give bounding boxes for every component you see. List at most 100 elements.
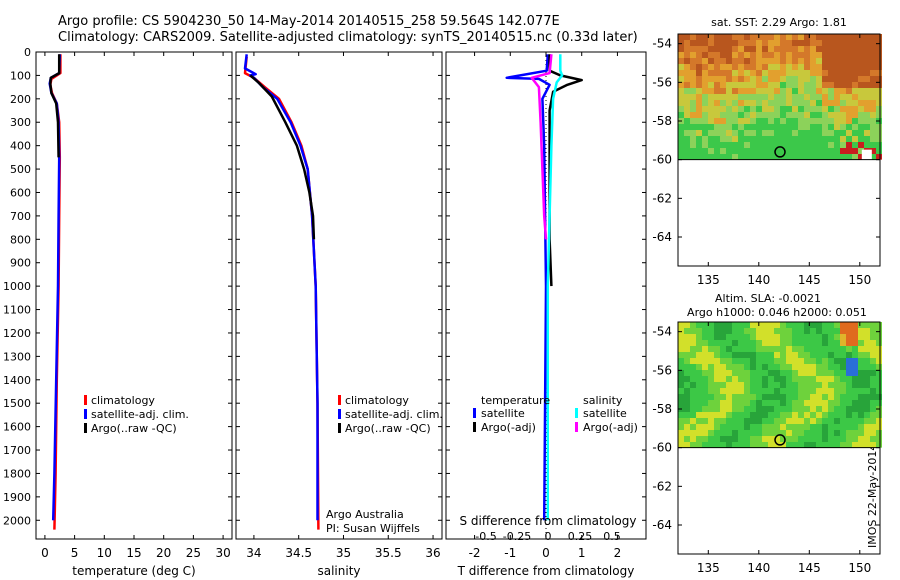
map-cell [696, 70, 702, 76]
map-cell [816, 34, 822, 40]
map-cell [840, 154, 846, 160]
map-cell [810, 334, 816, 340]
map-cell [684, 346, 690, 352]
map-cell [822, 148, 828, 154]
map-cell [762, 328, 768, 334]
map-cell [846, 148, 852, 154]
map-cell [786, 52, 792, 58]
map-cell [816, 442, 822, 448]
map-cell [864, 142, 870, 148]
map-cell [822, 340, 828, 346]
map-cell [822, 52, 828, 58]
map-cell [828, 40, 834, 46]
map-cell [738, 142, 744, 148]
map-cell [828, 124, 834, 130]
map-cell [684, 430, 690, 436]
map-cell [684, 40, 690, 46]
map-cell [828, 358, 834, 364]
map-cell [858, 406, 864, 412]
map-cell [744, 328, 750, 334]
map-cell [768, 376, 774, 382]
map-cell [732, 52, 738, 58]
map-cell [822, 370, 828, 376]
map-cell [690, 124, 696, 130]
map-cell [858, 376, 864, 382]
map-cell [846, 46, 852, 52]
map-cell [684, 424, 690, 430]
map-cell [792, 82, 798, 88]
map-cell [780, 142, 786, 148]
map-cell [852, 70, 858, 76]
map-cell [876, 394, 882, 400]
map-cell [816, 340, 822, 346]
map-cell [804, 118, 810, 124]
map-cell [822, 436, 828, 442]
map-cell [858, 130, 864, 136]
secondary-tick-label: 0.5 [603, 530, 621, 543]
map-cell [762, 70, 768, 76]
map-cell [720, 328, 726, 334]
map-cell [876, 40, 882, 46]
map-cell [834, 52, 840, 58]
legend-swatch [575, 422, 578, 432]
map-cell [756, 424, 762, 430]
map-cell [840, 64, 846, 70]
map-cell [840, 82, 846, 88]
map-cell [864, 436, 870, 442]
map-cell [678, 94, 684, 100]
map-cell [846, 34, 852, 40]
map-cell [726, 40, 732, 46]
map-cell [840, 130, 846, 136]
map-cell [846, 436, 852, 442]
map-cell [798, 382, 804, 388]
map-cell [840, 58, 846, 64]
map-cell [834, 334, 840, 340]
map-cell [810, 148, 816, 154]
map-cell [726, 400, 732, 406]
map-cell [696, 58, 702, 64]
map-cell [756, 376, 762, 382]
map-cell [750, 394, 756, 400]
map-cell [864, 442, 870, 448]
map-cell [714, 130, 720, 136]
map-cell [702, 352, 708, 358]
map-cell [822, 376, 828, 382]
map-cell [834, 148, 840, 154]
map-cell [852, 358, 858, 364]
map-cell [696, 136, 702, 142]
map-cell [822, 46, 828, 52]
map-cell [726, 340, 732, 346]
map-cell [804, 124, 810, 130]
map-cell [684, 142, 690, 148]
map-y-tick-label: -64 [652, 230, 672, 244]
map-cell [708, 424, 714, 430]
map-cell [876, 100, 882, 106]
map-cell [798, 100, 804, 106]
map-cell [744, 154, 750, 160]
map-frame-sla-map [677, 321, 881, 555]
map-cell [714, 340, 720, 346]
map-cell [762, 124, 768, 130]
map-x-tick-label: 140 [747, 561, 770, 575]
map-cell [720, 322, 726, 328]
map-cell [732, 154, 738, 160]
map-cell [834, 154, 840, 160]
map-cell [798, 352, 804, 358]
map-cell [708, 58, 714, 64]
x-tick-label: 2 [614, 546, 622, 560]
map-cell [732, 346, 738, 352]
map-cell [678, 52, 684, 58]
map-cell [774, 346, 780, 352]
map-cell [834, 388, 840, 394]
map-cell [756, 118, 762, 124]
map-cell [750, 154, 756, 160]
map-cell [798, 88, 804, 94]
map-cell [810, 370, 816, 376]
map-cell [744, 130, 750, 136]
map-cell [696, 382, 702, 388]
map-cell [810, 34, 816, 40]
map-cell [744, 76, 750, 82]
map-cell [858, 88, 864, 94]
map-cell [774, 412, 780, 418]
map-cell [744, 424, 750, 430]
